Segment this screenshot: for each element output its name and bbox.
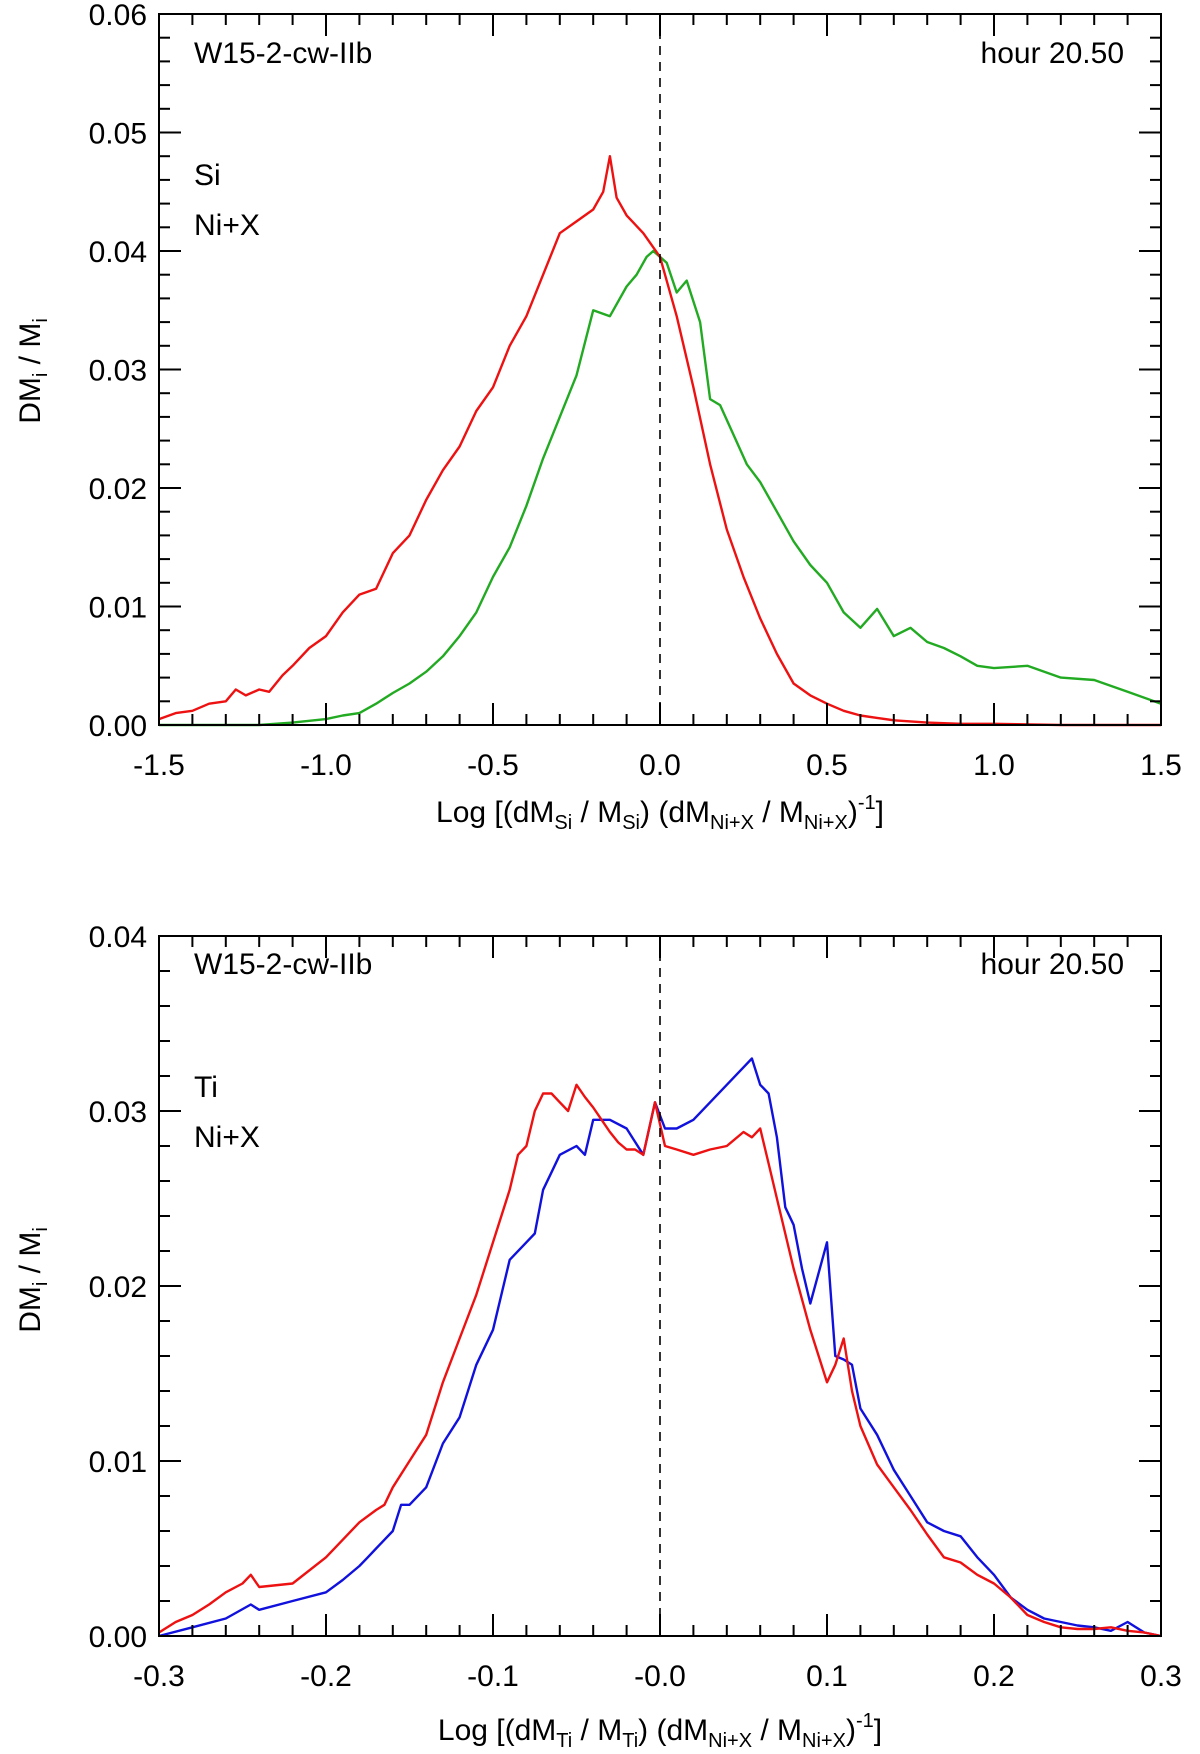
bottom-y-tick-label: 0.02 [89,1271,147,1304]
bottom-y-tick-label: 0.03 [89,1096,147,1129]
top-ticks [158,13,1162,726]
top-y-tick-label: 0.00 [89,710,147,743]
top-x-axis-title: Log [(dMSi / MSi) (dMNi+X / MNi+X)-1] [436,792,884,834]
top-y-axis-title: DMi / Mi [14,318,52,424]
top-y-tick-label: 0.06 [89,0,147,32]
bottom-legend-nix: Ni+X [194,1121,260,1154]
top-series-layer [158,155,1162,727]
top-y-tick-label: 0.04 [89,236,147,269]
bottom-x-tick-label: -0.0 [634,1660,686,1693]
bottom-x-tick-label: -0.3 [133,1660,185,1693]
top-x-tick-label: 0.5 [806,749,848,782]
top-x-tick-label: 1.0 [973,749,1015,782]
top-x-tick-label: 1.5 [1140,749,1182,782]
top-time-label: hour 20.50 [981,37,1124,70]
bottom-model-label: W15-2-cw-IIb [194,948,372,981]
bottom-y-tick-label: 0.00 [89,1621,147,1654]
bottom-x-tick-label: 0.2 [973,1660,1015,1693]
bottom-x-tick-label: -0.1 [467,1660,519,1693]
bottom-series-layer [158,1057,1162,1638]
top-x-tick-labels: -1.5 -1.0 -0.5 0.0 0.5 1.0 1.5 [133,749,1182,782]
bottom-x-axis-title: Log [(dMTi / MTi) (dMNi+X / MNi+X)-1] [438,1710,882,1752]
bottom-x-tick-label: 0.3 [1140,1660,1182,1693]
top-panel: -1.5 -1.0 -0.5 0.0 0.5 1.0 1.5 0.000.010.020.0… [14,0,1182,834]
top-y-tick-label: 0.01 [89,592,147,625]
bottom-time-label: hour 20.50 [981,948,1124,981]
bottom-series-line-nix [158,1083,1162,1638]
top-legend-nix: Ni+X [194,209,260,242]
top-model-label: W15-2-cw-IIb [194,37,372,70]
bottom-panel: -0.3 -0.2 -0.1 -0.0 0.1 0.2 0.3 0.000.010.020.… [14,921,1182,1752]
bottom-y-tick-label: 0.01 [89,1446,147,1479]
bottom-x-tick-label: 0.1 [806,1660,848,1693]
bottom-y-tick-labels: 0.00 0.01 0.02 0.03 0.04 [89,921,147,1654]
top-x-tick-label: 0.0 [639,749,681,782]
top-x-tick-label: -0.5 [467,749,519,782]
top-x-tick-label: -1.0 [300,749,352,782]
bottom-legend-ti: Ti [194,1071,218,1104]
bottom-x-tick-label: -0.2 [300,1660,352,1693]
top-legend-si: Si [194,159,221,192]
top-y-tick-label: 0.03 [89,355,147,388]
bottom-y-axis-title: DMi / Mi [14,1227,52,1333]
bottom-series-line-ti [158,1057,1162,1638]
top-series-line-nix [158,155,1161,727]
top-x-tick-label: -1.5 [133,749,185,782]
top-y-tick-label: 0.02 [89,473,147,506]
top-series-line-si [159,249,1162,727]
bottom-y-tick-label: 0.04 [89,921,147,954]
top-y-tick-label: 0.05 [89,118,147,151]
top-y-tick-labels: 0.00 0.01 0.02 0.03 0.04 0.05 0.06 [89,0,147,743]
bottom-ticks [158,935,1162,1637]
bottom-x-tick-labels: -0.3 -0.2 -0.1 -0.0 0.1 0.2 0.3 [133,1660,1182,1693]
